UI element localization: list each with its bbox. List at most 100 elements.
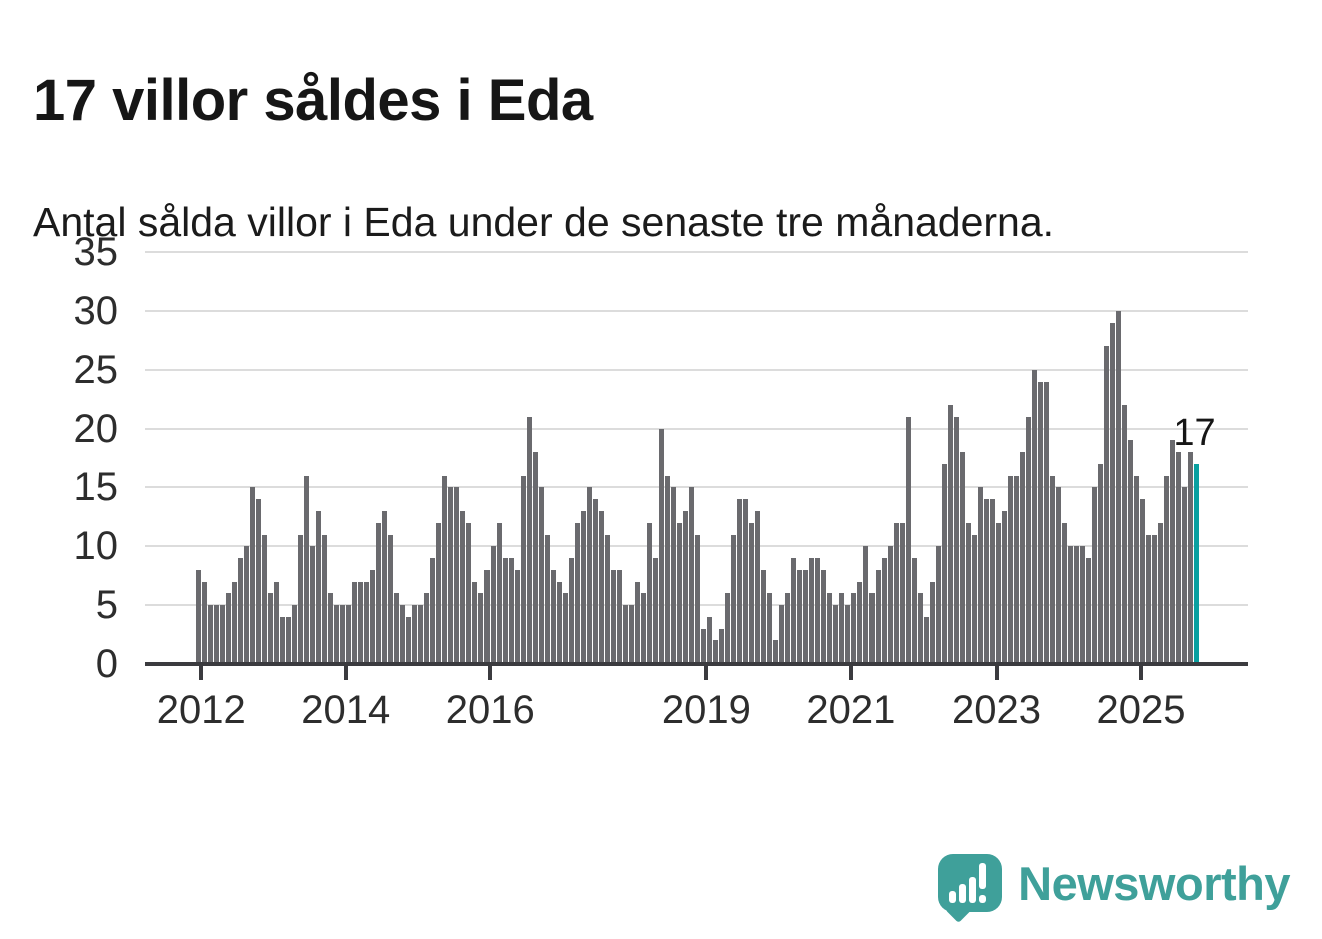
bar <box>388 534 394 664</box>
bar <box>689 487 695 664</box>
bar <box>273 581 279 664</box>
bar <box>1068 546 1074 664</box>
gridline <box>145 251 1248 253</box>
bar <box>875 569 881 664</box>
bar <box>291 605 297 664</box>
bar <box>243 546 249 664</box>
bar <box>364 581 370 664</box>
x-tick-mark <box>343 666 348 680</box>
bar <box>586 487 592 664</box>
bar <box>646 522 652 664</box>
bar <box>959 452 965 664</box>
bar <box>502 558 508 664</box>
bar <box>1164 475 1170 664</box>
bar <box>195 569 201 664</box>
bar <box>322 534 328 664</box>
bar <box>761 569 767 664</box>
y-axis-label: 25 <box>73 347 119 392</box>
x-axis-line <box>145 662 1248 666</box>
bar <box>1116 310 1122 664</box>
bar <box>1152 534 1158 664</box>
gridline <box>145 486 1248 489</box>
bar <box>249 487 255 664</box>
bar <box>574 522 580 664</box>
bar <box>376 522 382 664</box>
bar <box>965 522 971 664</box>
bar <box>1188 452 1194 664</box>
bar <box>851 593 857 664</box>
bar <box>382 510 388 664</box>
bar <box>207 605 213 664</box>
exclamation-icon <box>979 863 987 903</box>
bar <box>953 416 959 664</box>
bar <box>279 616 285 664</box>
gridline <box>145 368 1248 371</box>
bar <box>610 569 616 664</box>
bar <box>1146 534 1152 664</box>
bar <box>899 522 905 664</box>
bar <box>484 569 490 664</box>
x-axis-label: 2016 <box>445 688 535 732</box>
bar <box>995 522 1001 664</box>
bar <box>261 534 267 664</box>
y-axis-label: 15 <box>73 465 119 510</box>
bar <box>466 522 472 664</box>
x-tick-mark <box>199 666 204 680</box>
bar <box>923 616 929 664</box>
bar <box>1049 475 1055 664</box>
y-axis-label: 35 <box>73 230 119 274</box>
x-tick-mark <box>488 666 493 680</box>
bar <box>989 499 995 664</box>
bar <box>298 534 304 664</box>
bar <box>1134 475 1140 664</box>
bar <box>1025 416 1031 664</box>
bar <box>1061 522 1067 664</box>
bar <box>917 593 923 664</box>
bar <box>701 628 707 664</box>
bar <box>604 534 610 664</box>
bar <box>454 487 460 664</box>
bar <box>929 581 935 664</box>
bar <box>1128 440 1134 664</box>
bar <box>773 640 779 664</box>
bar <box>905 416 911 664</box>
page-title: 17 villor såldes i Eda <box>33 67 593 133</box>
bar <box>779 605 785 664</box>
bar <box>893 522 899 664</box>
bar <box>370 569 376 664</box>
x-axis-label: 2014 <box>301 688 391 732</box>
bar <box>1055 487 1061 664</box>
bar <box>213 605 219 664</box>
bar <box>201 581 207 664</box>
bar <box>460 510 466 664</box>
bar <box>1013 475 1019 664</box>
bar <box>231 581 237 664</box>
bars-container <box>145 252 1248 664</box>
y-axis-label: 5 <box>95 583 118 628</box>
gridline <box>145 427 1248 430</box>
bar <box>394 593 400 664</box>
bar <box>400 605 406 664</box>
bar <box>683 510 689 664</box>
bar <box>695 534 701 664</box>
bar <box>941 463 947 664</box>
bar <box>737 499 743 664</box>
bar <box>1074 546 1080 664</box>
bar <box>496 522 502 664</box>
bar <box>255 499 261 664</box>
bar <box>664 475 670 664</box>
bar <box>935 546 941 664</box>
bar <box>436 522 442 664</box>
bar <box>340 605 346 664</box>
x-axis-label: 2025 <box>1096 688 1186 732</box>
bar <box>725 593 731 664</box>
bar <box>219 605 225 664</box>
x-axis-label: 2012 <box>156 688 246 732</box>
bar <box>971 534 977 664</box>
bar <box>532 452 538 664</box>
bar <box>442 475 448 664</box>
chart-subtitle: Antal sålda villor i Eda under de senast… <box>33 199 1055 245</box>
bar <box>881 558 887 664</box>
bar <box>1092 487 1098 664</box>
bar <box>658 428 664 664</box>
